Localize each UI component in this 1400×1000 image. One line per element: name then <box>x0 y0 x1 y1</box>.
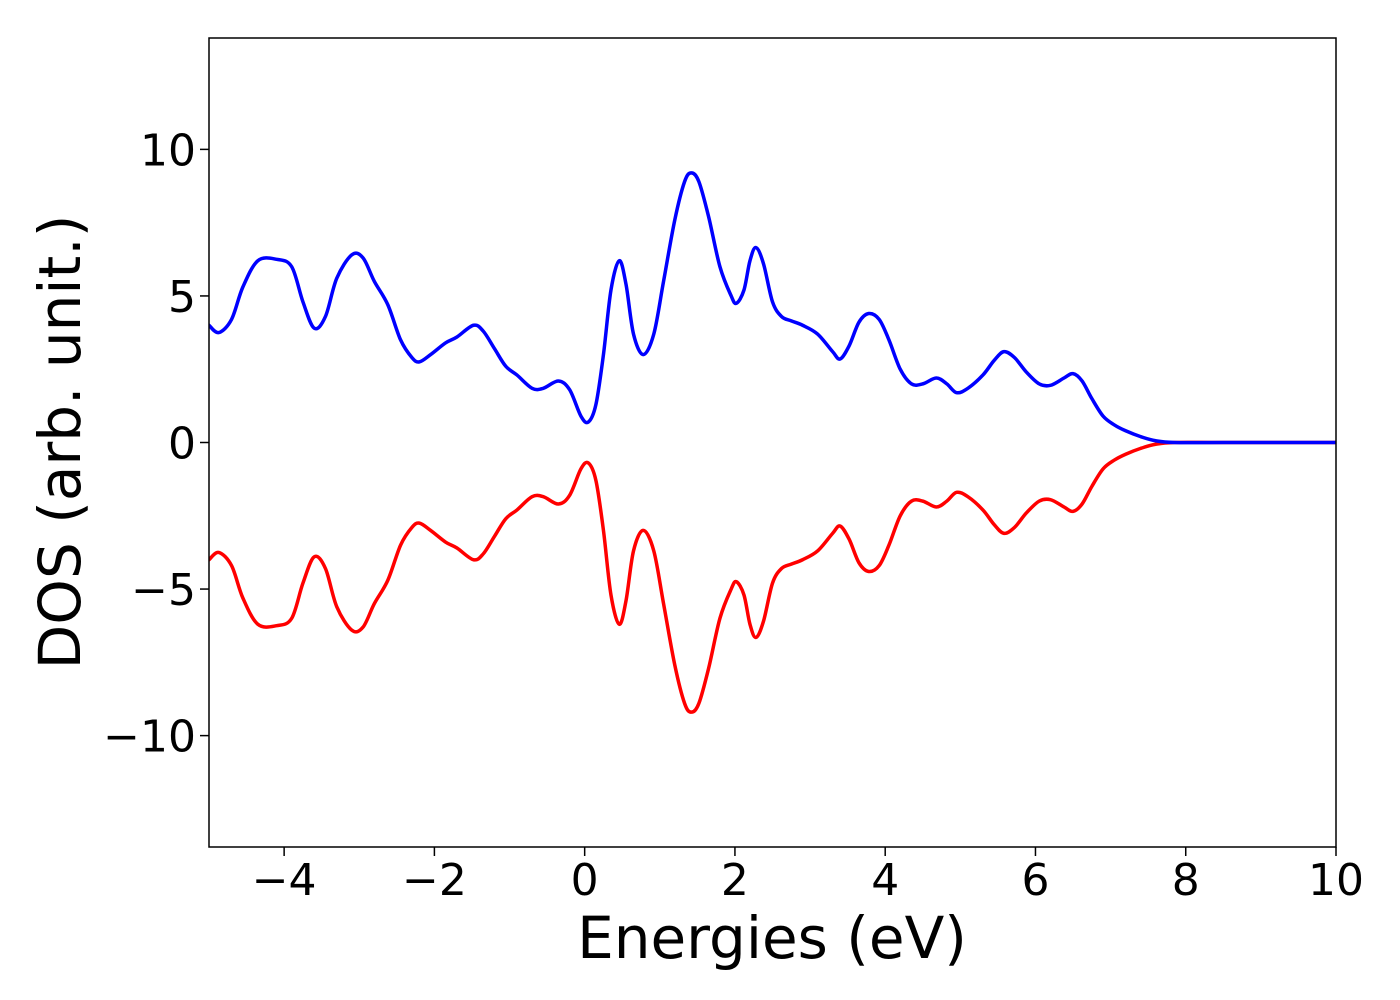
spin-up-dos-line <box>209 171 1336 445</box>
y-tick-label: −5 <box>131 565 196 616</box>
series-layer <box>209 171 1336 714</box>
x-axis-ticks: −4 −2 0 2 4 6 8 10 <box>252 847 1364 906</box>
y-tick-label: 10 <box>140 125 196 176</box>
x-tick-label: 8 <box>1172 855 1200 906</box>
x-tick-label: 0 <box>571 855 599 906</box>
x-tick-label: 4 <box>871 855 899 906</box>
y-axis-ticks: −10 −5 0 5 10 <box>103 125 209 763</box>
spin-down-dos-line <box>209 440 1336 714</box>
x-tick-label: 10 <box>1308 855 1364 906</box>
y-tick-label: 0 <box>168 419 196 470</box>
x-axis-title: Energies (eV) <box>577 904 967 972</box>
x-tick-label: −4 <box>252 855 317 906</box>
x-tick-label: 6 <box>1021 855 1049 906</box>
y-tick-label: −10 <box>103 712 196 763</box>
y-axis-title: DOS (arb. unit.) <box>26 215 94 670</box>
y-tick-label: 5 <box>168 272 196 323</box>
x-tick-label: 2 <box>721 855 749 906</box>
x-tick-label: −2 <box>402 855 467 906</box>
